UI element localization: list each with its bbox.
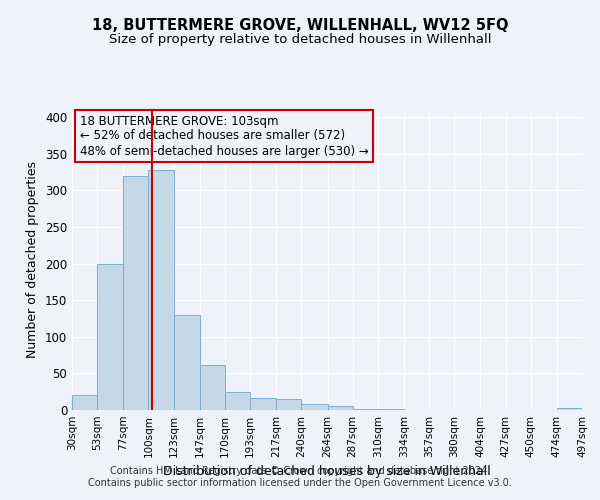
Bar <box>557 408 582 410</box>
Bar <box>276 399 301 410</box>
Text: 18 BUTTERMERE GROVE: 103sqm
← 52% of detached houses are smaller (572)
48% of se: 18 BUTTERMERE GROVE: 103sqm ← 52% of det… <box>80 114 368 158</box>
Bar <box>200 364 225 410</box>
Bar <box>225 392 250 410</box>
X-axis label: Distribution of detached houses by size in Willenhall: Distribution of detached houses by size … <box>163 466 491 478</box>
Text: 18, BUTTERMERE GROVE, WILLENHALL, WV12 5FQ: 18, BUTTERMERE GROVE, WILLENHALL, WV12 5… <box>92 18 508 32</box>
Bar <box>582 406 600 410</box>
Bar <box>250 398 276 410</box>
Bar <box>173 315 200 410</box>
Bar <box>353 408 378 410</box>
Bar <box>301 404 328 410</box>
Text: Contains HM Land Registry data © Crown copyright and database right 2024.
Contai: Contains HM Land Registry data © Crown c… <box>88 466 512 487</box>
Bar <box>72 396 97 410</box>
Bar <box>97 264 124 410</box>
Text: Size of property relative to detached houses in Willenhall: Size of property relative to detached ho… <box>109 32 491 46</box>
Y-axis label: Number of detached properties: Number of detached properties <box>26 162 40 358</box>
Bar <box>328 406 353 410</box>
Bar <box>124 176 148 410</box>
Bar <box>148 170 173 410</box>
